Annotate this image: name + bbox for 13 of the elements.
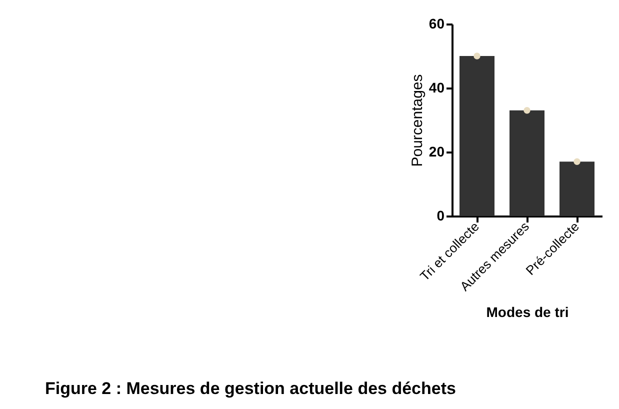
bar	[510, 110, 544, 216]
y-tick-label: 0	[436, 208, 445, 224]
point	[574, 158, 580, 165]
bar	[460, 56, 494, 216]
y-tick-label: 60	[428, 16, 445, 32]
y-tick-label: 20	[428, 144, 445, 160]
x-axis-title: Modes de tri	[486, 304, 569, 320]
caption: Figure 2 : Mesures de gestion actuelle des déchets	[45, 379, 456, 398]
y-tick-label: 40	[428, 80, 445, 96]
y-axis-title: Pourcentages	[408, 74, 426, 167]
bar	[560, 162, 594, 216]
point	[524, 107, 530, 114]
point	[474, 52, 480, 60]
